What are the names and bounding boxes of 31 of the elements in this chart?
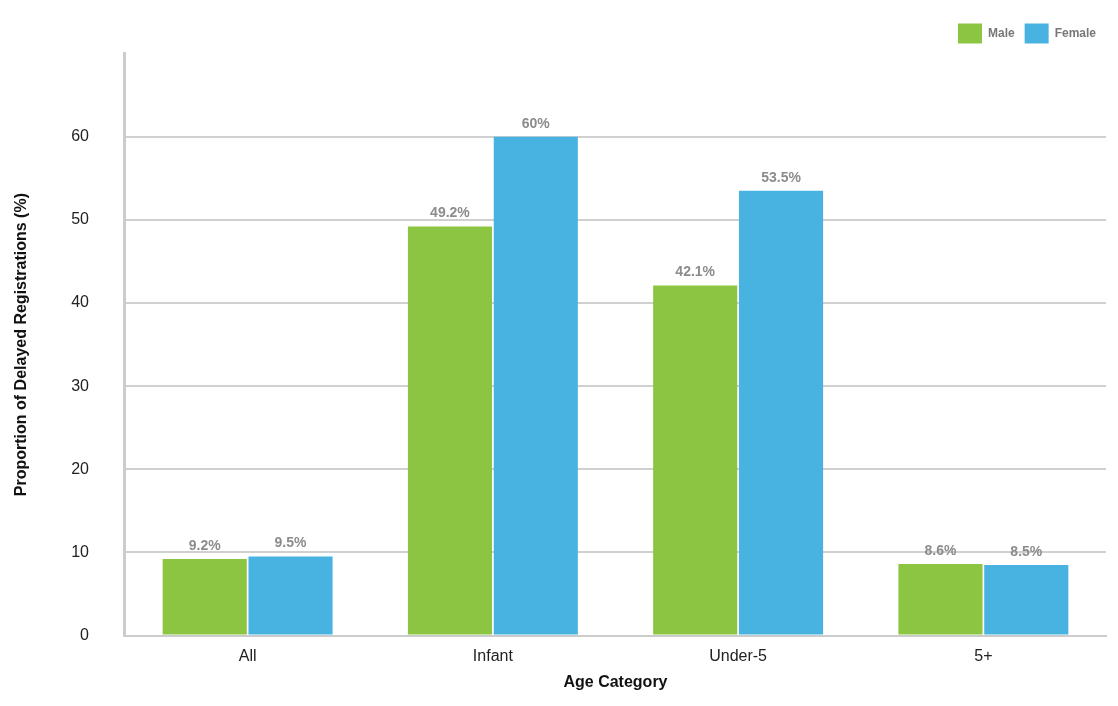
bar [493, 136, 578, 635]
x-axis-title: Age Category [563, 672, 668, 690]
y-tick-label: 60 [71, 127, 90, 145]
legend-label: Male [987, 25, 1015, 40]
data-label: 42.1% [675, 263, 716, 280]
y-tick-label: 10 [71, 542, 90, 560]
bar [248, 556, 333, 635]
y-tick-label: 40 [71, 293, 90, 311]
bar [162, 559, 247, 635]
data-label: 60% [521, 114, 551, 131]
data-label: 9.5% [274, 534, 308, 551]
y-tick-label: 30 [71, 376, 90, 394]
y-tick-label: 0 [80, 626, 90, 644]
bar [738, 190, 824, 635]
bar [653, 285, 738, 635]
y-tick-label: 50 [71, 210, 90, 228]
bar [984, 564, 1069, 635]
data-label: 9.2% [188, 536, 222, 553]
x-tick-label: Infant [472, 646, 514, 664]
data-label: 8.6% [924, 541, 957, 558]
data-label: 49.2% [430, 204, 471, 221]
legend-label: Female [1054, 25, 1097, 40]
bar [898, 564, 983, 635]
y-tick-label: 20 [71, 459, 90, 477]
bar [407, 226, 493, 635]
data-label: 53.5% [761, 168, 802, 185]
x-tick-label: 5+ [974, 646, 993, 664]
x-tick-label: Under-5 [709, 646, 768, 664]
x-tick-label: All [238, 646, 257, 664]
y-axis-title: Proportion of Delayed Registrations (%) [12, 193, 30, 497]
data-label: 8.5% [1010, 542, 1043, 559]
